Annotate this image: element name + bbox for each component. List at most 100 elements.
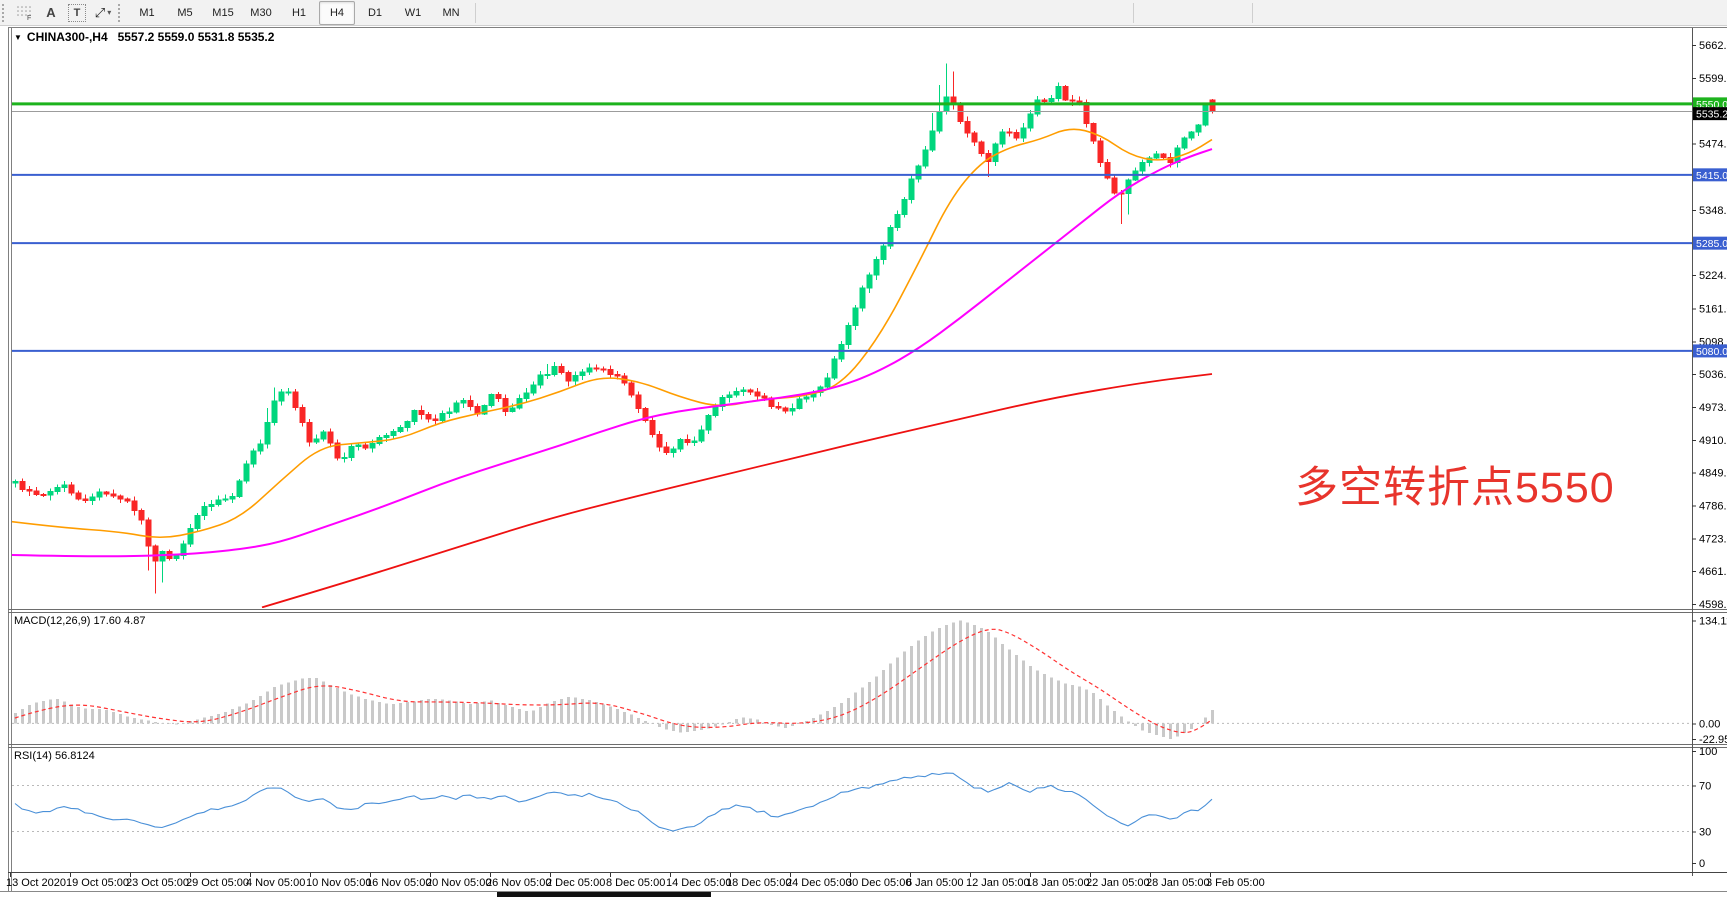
candle [138, 509, 145, 521]
timeframe-bar: M1 M5 M15 M30 H1 H4 D1 W1 MN [128, 0, 470, 25]
candle [1202, 105, 1209, 126]
date-tick-label: 18 Jan 05:00 [1026, 877, 1090, 889]
crosshair-grid-icon[interactable]: F [13, 1, 37, 25]
date-tick-label: 13 Oct 2020 [6, 877, 66, 889]
candle [971, 132, 978, 143]
arrows-tool-button[interactable]: ⤢ ▾ [91, 1, 115, 25]
ma-slow-red[interactable] [261, 373, 1213, 608]
price-tick-label: 4910.5 [1699, 435, 1727, 447]
candle [747, 389, 754, 393]
candle [467, 400, 474, 407]
candle [180, 543, 187, 557]
candle [152, 545, 159, 562]
date-tick-label: 29 Oct 05:00 [186, 877, 249, 889]
toolbar-grip-2[interactable] [118, 3, 124, 22]
timeframe-button-h4[interactable]: H4 [319, 0, 355, 25]
macd-signal-line[interactable] [8, 628, 1213, 734]
svg-text:5285.0: 5285.0 [1696, 238, 1727, 250]
price-tick-label: 4598.5 [1699, 599, 1727, 611]
candle [341, 456, 348, 459]
candle [712, 405, 719, 416]
timeframe-button-d1[interactable]: D1 [367, 6, 383, 19]
candle [1195, 124, 1202, 133]
dot-grid-icon: F [17, 5, 31, 21]
arrows-icon: ⤢ [94, 4, 106, 20]
candle [320, 431, 327, 440]
timeframe-button-m5[interactable]: M5 [177, 6, 193, 19]
candle [544, 373, 551, 376]
rsi-scale-label: 70 [1699, 781, 1711, 793]
price-tick-label: 4786.0 [1699, 500, 1727, 512]
candle [390, 431, 397, 437]
chart-symbol-period: CHINA300-,H4 [26, 30, 108, 44]
svg-text:5080.0: 5080.0 [1696, 346, 1727, 358]
date-tick-label: 16 Nov 05:00 [366, 877, 431, 889]
candle [572, 374, 579, 382]
candle [369, 442, 376, 449]
price-tick-label: 4723.0 [1699, 534, 1727, 546]
date-tick-label: 24 Dec 05:00 [786, 877, 851, 889]
hline-price-tag-5415.0: 5415.0 [1693, 168, 1727, 182]
macd-scale: 134.11 0.00 -22.95 [1692, 615, 1727, 746]
toolbar-grip[interactable] [2, 3, 8, 22]
timeframe-button-m15[interactable]: M15 [212, 6, 234, 19]
timeframe-button-mn[interactable]: MN [442, 6, 460, 19]
date-tick-label: 18 Dec 05:00 [726, 877, 791, 889]
date-tick-label: 2 Dec 05:00 [546, 877, 605, 889]
price-note-annotation[interactable]: 多空转折点5550 [1295, 464, 1615, 512]
candle [964, 121, 971, 134]
candle [250, 450, 257, 465]
svg-text:5415.0: 5415.0 [1696, 170, 1727, 182]
price-tick-label: 5662.0 [1699, 40, 1727, 52]
candle [187, 528, 194, 545]
chart-title: ▼ CHINA300-,H4 5557.2 5559.0 5531.8 5535.2 [14, 30, 274, 44]
candle [460, 400, 467, 404]
candle [894, 214, 901, 228]
rsi-line[interactable] [14, 772, 1213, 832]
timeframe-button-m30[interactable]: M30 [250, 6, 272, 19]
candle [775, 405, 782, 409]
candle [306, 421, 313, 443]
candle [537, 374, 544, 386]
candle [348, 445, 355, 458]
candle [110, 493, 117, 497]
ma-fast-orange[interactable] [8, 128, 1213, 539]
date-tick-label: 4 Nov 05:00 [246, 877, 305, 889]
candle [1055, 86, 1062, 100]
price-axis[interactable]: 5662.05599.05474.55348.55224.05161.05098… [1692, 28, 1727, 876]
candle [1069, 99, 1076, 102]
candle [362, 444, 369, 449]
candle [726, 394, 733, 399]
candle [831, 358, 838, 379]
candle [1188, 131, 1195, 139]
candle [649, 420, 656, 435]
timeframe-button-w1[interactable]: W1 [404, 6, 422, 19]
candle [103, 491, 110, 495]
text-box-tool-button[interactable]: T [65, 1, 89, 25]
candle [579, 371, 586, 376]
timeframe-button-h1[interactable]: H1 [291, 6, 307, 19]
date-tick-label: 28 Jan 05:00 [1146, 877, 1210, 889]
panel-splitter-1[interactable] [8, 609, 1727, 613]
text-label-tool-button[interactable]: A [39, 1, 63, 25]
candle [404, 421, 411, 429]
ma-mid-magenta[interactable] [8, 148, 1213, 558]
timeframe-button-m1[interactable]: M1 [139, 6, 155, 19]
candle [929, 130, 936, 151]
date-tick-label: 26 Nov 05:00 [486, 877, 551, 889]
macd-scale-label: 134.11 [1699, 615, 1727, 627]
candle [411, 410, 418, 423]
candle [12, 480, 19, 484]
candle [75, 492, 82, 500]
chart-menu-caret-icon[interactable]: ▼ [14, 33, 22, 42]
candle [502, 397, 509, 412]
candle [999, 131, 1006, 145]
date-tick-label: 22 Jan 05:00 [1086, 877, 1150, 889]
candle [1048, 98, 1055, 102]
panel-splitter-2[interactable] [8, 744, 1727, 748]
candle [887, 226, 894, 247]
candle [852, 307, 859, 326]
